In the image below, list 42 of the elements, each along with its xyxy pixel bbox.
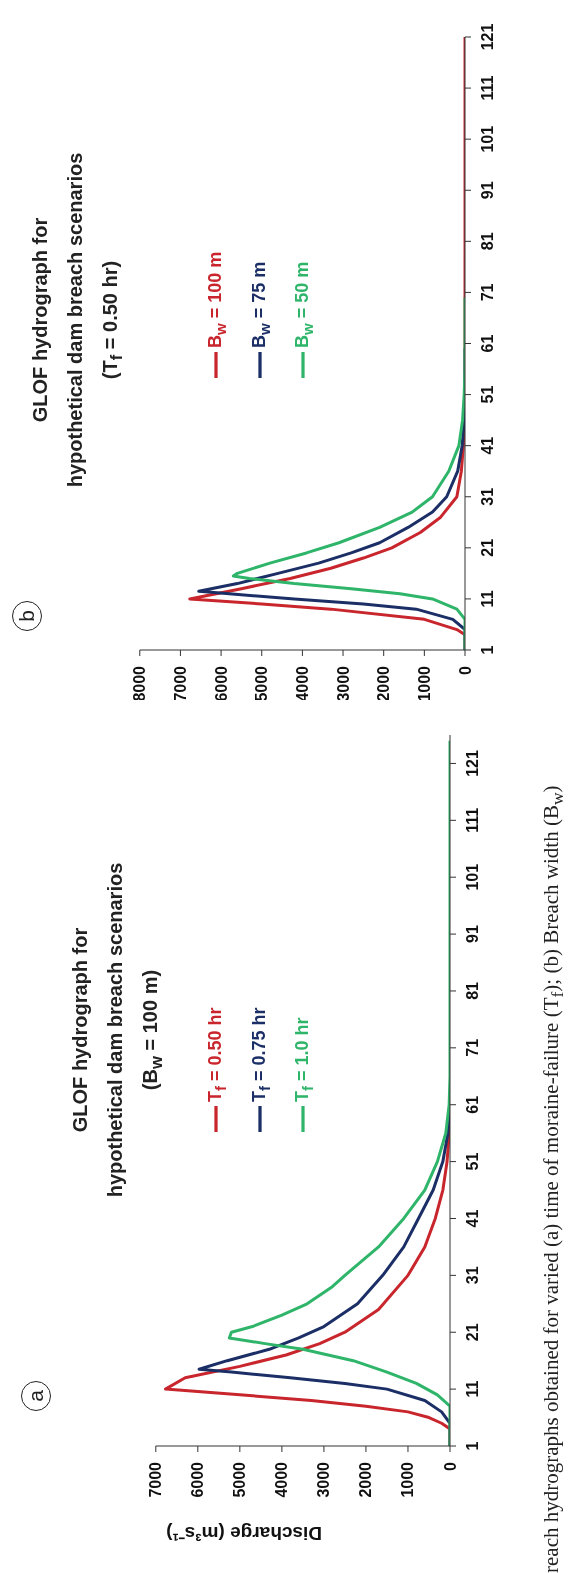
x-tick-label: 2000 bbox=[357, 1461, 375, 1498]
y-tick-label: 71 bbox=[479, 283, 497, 302]
y-tick-label: 31 bbox=[479, 487, 497, 506]
y-tick-label: 111 bbox=[464, 807, 482, 833]
y-tick-label: 1 bbox=[464, 1441, 482, 1451]
y-tick-label: 21 bbox=[479, 538, 497, 557]
y-tick-label: 11 bbox=[479, 590, 497, 608]
x-tick-label: 5000 bbox=[231, 1461, 249, 1498]
y-tick-label: 1 bbox=[479, 645, 497, 655]
y-tick-label: 51 bbox=[479, 385, 497, 404]
y-tick-label: 81 bbox=[464, 981, 482, 1000]
y-tick-label: 111 bbox=[479, 75, 497, 101]
y-tick-label: 41 bbox=[479, 436, 497, 455]
y-tick-label: 101 bbox=[464, 863, 482, 891]
y-tick-label: 11 bbox=[464, 1380, 482, 1398]
text: a bbox=[21, 1381, 51, 1411]
y-tick-label: 121 bbox=[464, 749, 482, 777]
y-tick-label: 61 bbox=[479, 334, 497, 353]
x-tick-label: 7000 bbox=[147, 1461, 165, 1498]
y-tick-label: 71 bbox=[464, 1038, 482, 1057]
y-tick-label: 121 bbox=[479, 23, 497, 51]
y-tick-label: 21 bbox=[464, 1323, 482, 1342]
x-tick-label: 3000 bbox=[315, 1461, 333, 1498]
text: b bbox=[12, 601, 42, 631]
x-tick-label: 0 bbox=[456, 665, 474, 675]
text: GLOF hydrograph for hypothetical dam breach scenarios bbox=[68, 861, 127, 1200]
y-tick-label: 91 bbox=[464, 925, 482, 943]
x-tick-label: 6000 bbox=[189, 1461, 207, 1498]
x-tick-label: 1000 bbox=[399, 1461, 417, 1498]
x-tick-label: 4000 bbox=[273, 1461, 291, 1498]
y-tick-label: 91 bbox=[479, 181, 497, 200]
y-tick-label: 81 bbox=[479, 232, 497, 251]
y-tick-label: 101 bbox=[479, 125, 497, 153]
x-tick-label: 0 bbox=[441, 1461, 459, 1471]
x-axis-title: Discharge (m³s⁻¹) bbox=[166, 1523, 323, 1545]
y-tick-label: 61 bbox=[464, 1095, 482, 1114]
x-tick-label: 1000 bbox=[415, 665, 433, 702]
y-tick-label: 41 bbox=[464, 1209, 482, 1228]
y-tick-label: 31 bbox=[464, 1266, 482, 1285]
text: GLOF hydrograph for hypothetical dam breach scenarios bbox=[28, 151, 87, 490]
y-tick-label: 51 bbox=[464, 1152, 482, 1171]
x-tick-label: 7000 bbox=[171, 665, 189, 702]
